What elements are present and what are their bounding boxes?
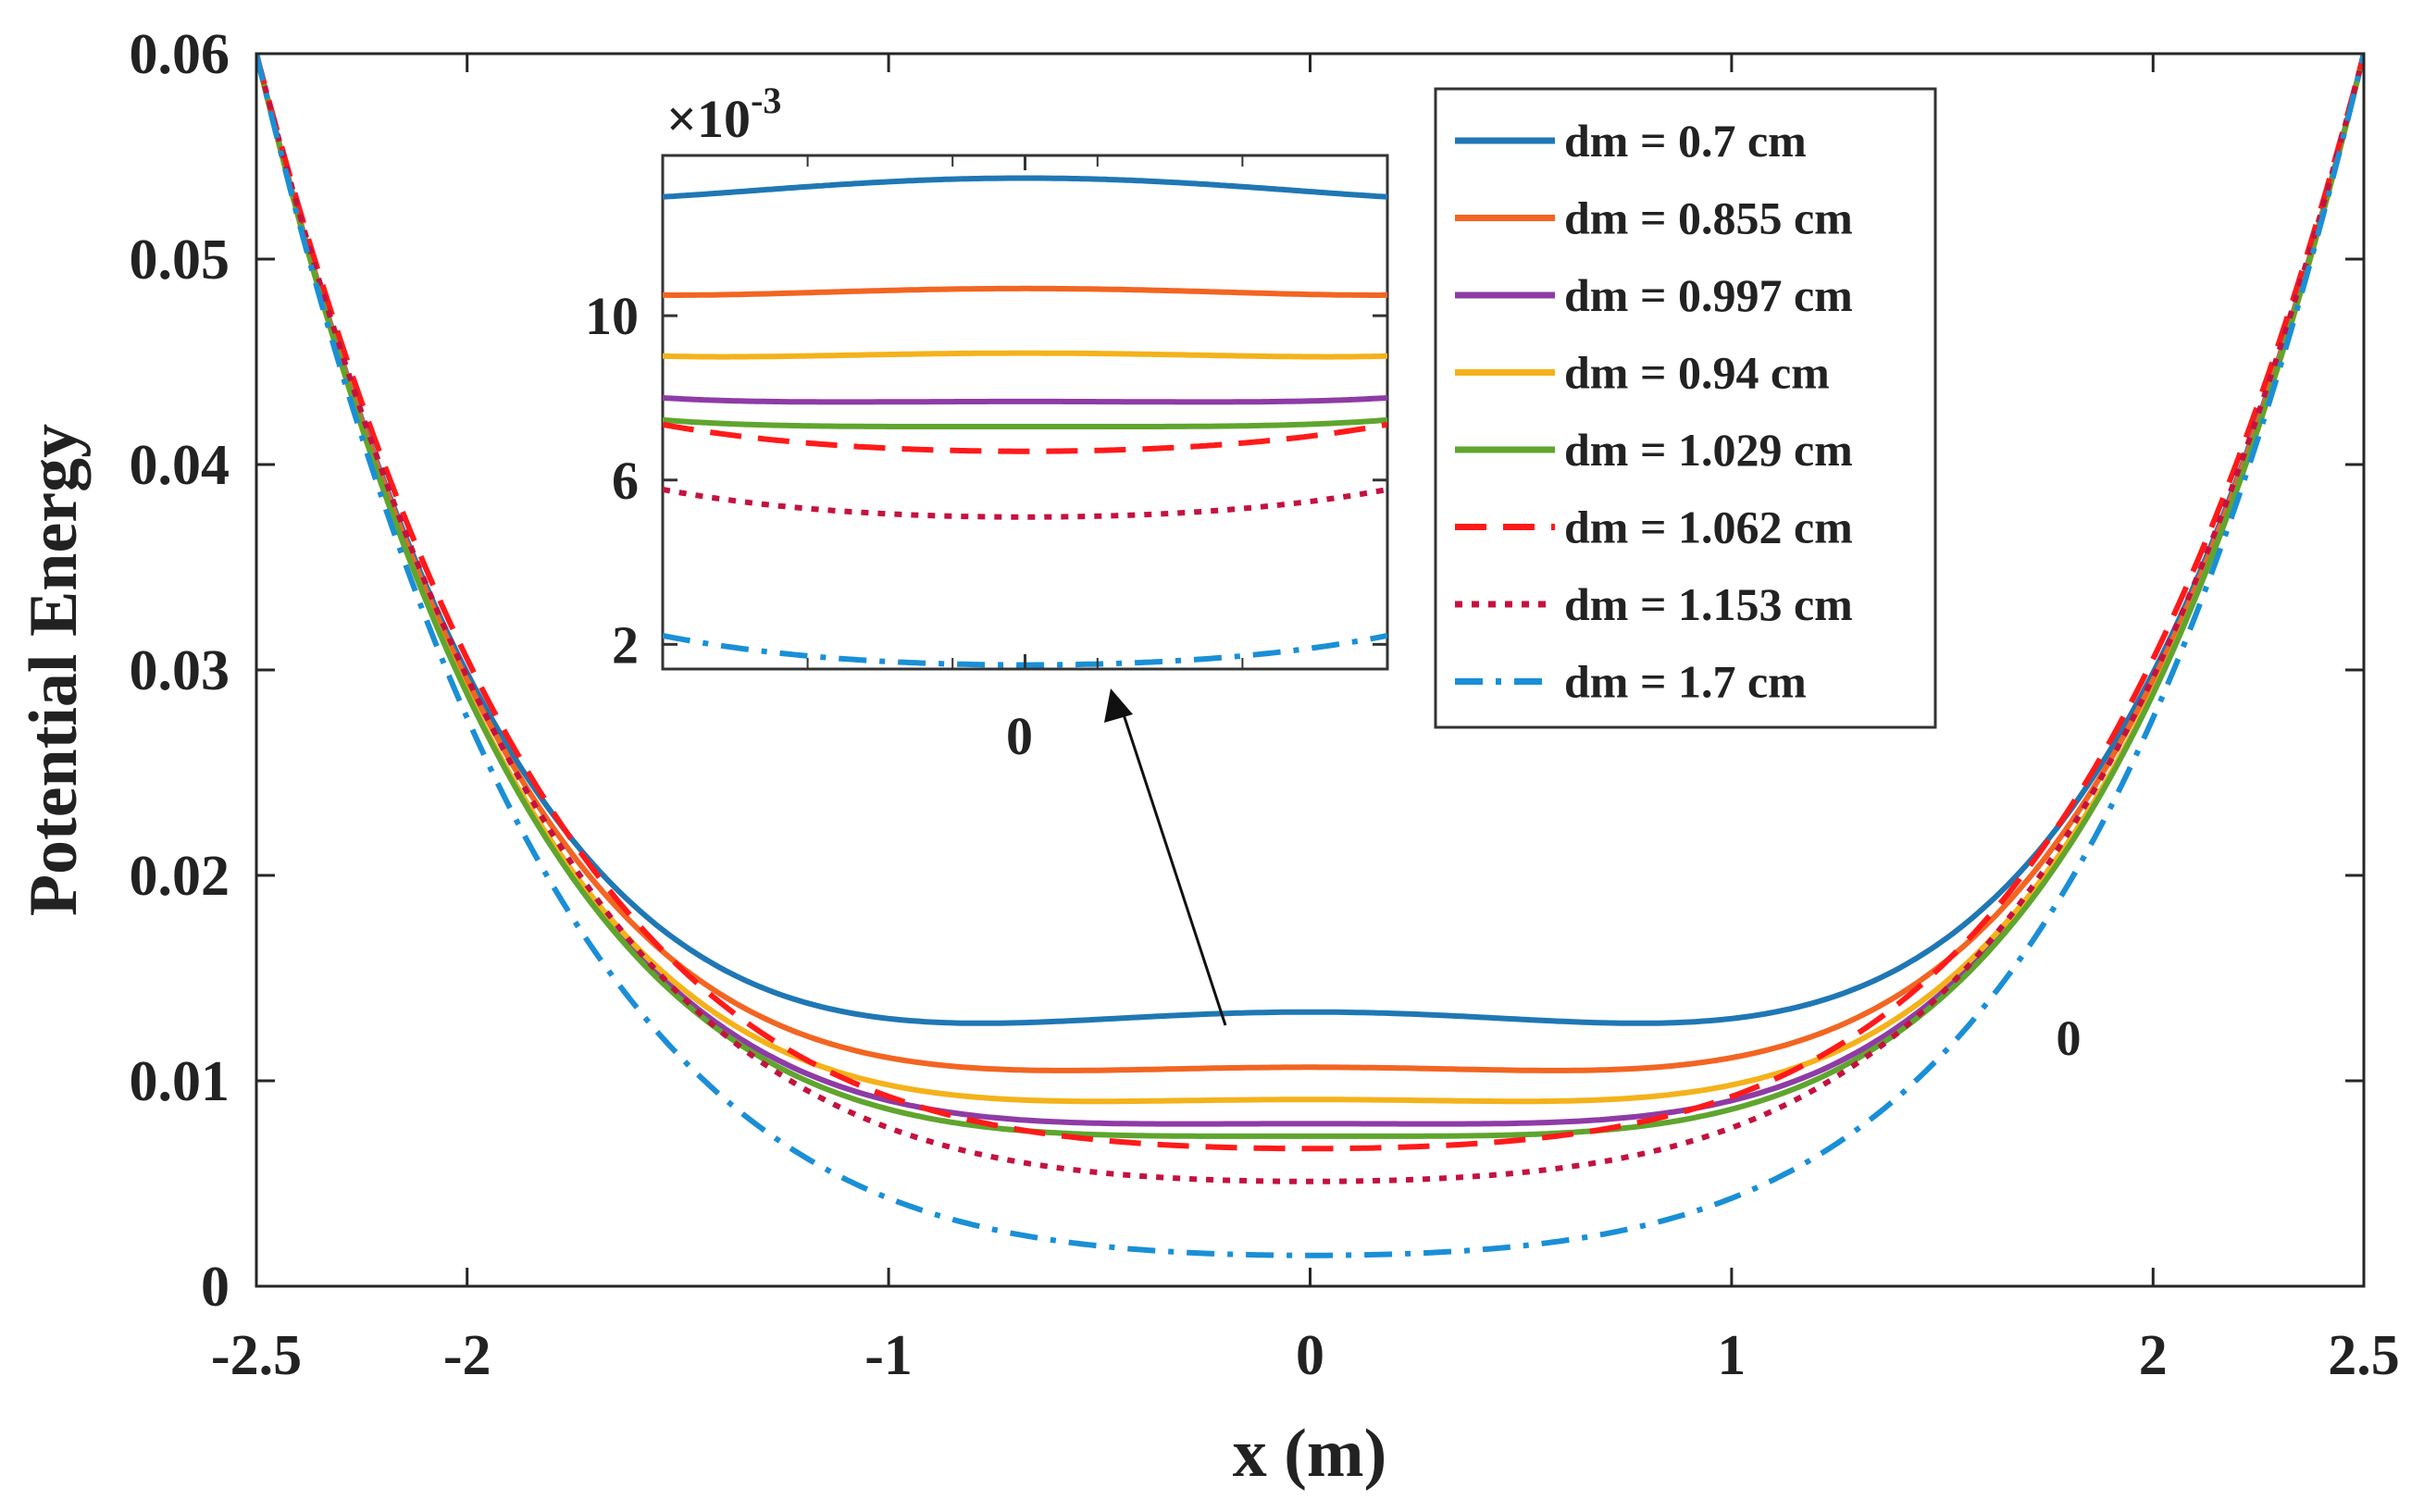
inset-y-tick-label: 6 xyxy=(612,451,639,511)
inset-exponent-base: ×10 xyxy=(666,89,751,149)
legend-label: dm = 0.997 cm xyxy=(1564,269,1853,321)
zoom-arrow-head xyxy=(1104,688,1133,723)
y-tick-label: 0.05 xyxy=(130,229,230,291)
series-line xyxy=(256,54,2364,1026)
inset-y-tick-label: 2 xyxy=(612,614,639,675)
legend-label: dm = 0.7 cm xyxy=(1564,115,1807,167)
series-line xyxy=(256,54,2364,1139)
series-group xyxy=(256,54,2364,1258)
series-line xyxy=(256,54,2364,1258)
y-tick-label: 0.04 xyxy=(130,434,230,497)
legend-label: dm = 1.153 cm xyxy=(1564,578,1853,630)
legend-label: dm = 1.7 cm xyxy=(1564,656,1807,708)
inset-plot: 2 6 10 0 ×10-3 xyxy=(585,80,1389,766)
series-line xyxy=(256,54,2364,1184)
x-tick-label: -2 xyxy=(443,1324,491,1387)
y-tick-label: 0.06 xyxy=(130,23,230,86)
inset-series-line xyxy=(663,416,1387,429)
legend-label: dm = 0.855 cm xyxy=(1564,192,1853,244)
x-axis: -2.5 -2 -1 0 1 2 2.5 xyxy=(211,54,2400,1387)
x-tick-label: -2.5 xyxy=(211,1324,302,1387)
x-axis-title: x (m) xyxy=(1233,1416,1386,1492)
series-line xyxy=(256,54,2364,1073)
legend-label: dm = 0.94 cm xyxy=(1564,347,1830,399)
stray-zero-label: 0 xyxy=(2057,1010,2082,1066)
inset-series-line xyxy=(663,285,1387,298)
x-tick-label: -1 xyxy=(864,1324,913,1387)
inset-exponent-power: -3 xyxy=(751,80,781,121)
inset-exponent: ×10-3 xyxy=(666,80,781,149)
legend-box xyxy=(1434,87,1937,729)
legend-label: dm = 1.029 cm xyxy=(1564,424,1853,476)
inset-x-tick-label: 0 xyxy=(1006,706,1033,766)
y-axis-title: Potential Energy xyxy=(16,424,92,916)
legend-items: dm = 0.7 cm dm = 0.855 cm dm = 0.997 cm dm … xyxy=(1455,115,1853,708)
y-tick-label: 0.01 xyxy=(130,1050,230,1113)
zoom-arrow xyxy=(1104,688,1227,1026)
inset-y-tick-label: 10 xyxy=(585,286,639,346)
y-tick-label: 0.03 xyxy=(130,639,230,702)
legend-label: dm = 1.062 cm xyxy=(1564,502,1853,553)
zoom-arrow-line xyxy=(1118,702,1227,1026)
x-tick-label: 2.5 xyxy=(2328,1324,2400,1387)
x-tick-label: 0 xyxy=(1296,1324,1324,1387)
legend: dm = 0.7 cm dm = 0.855 cm dm = 0.997 cm dm … xyxy=(1434,87,1937,729)
inset-frame xyxy=(661,154,1389,671)
inset-series-line xyxy=(663,175,1387,200)
inset-axes: 2 6 10 0 xyxy=(585,155,1387,766)
y-tick-label: 0 xyxy=(201,1256,230,1319)
x-tick-label: 1 xyxy=(1717,1324,1746,1387)
series-line xyxy=(256,54,2364,1152)
inset-series-line xyxy=(663,350,1387,360)
inset-series-line xyxy=(663,421,1387,454)
y-axis: 0 0.01 0.02 0.03 0.04 0.05 0.06 xyxy=(130,23,2364,1319)
inset-series-group xyxy=(663,175,1387,668)
inset-series-line xyxy=(663,395,1387,405)
x-tick-label: 2 xyxy=(2139,1324,2168,1387)
inset-series-line xyxy=(663,487,1387,520)
y-tick-label: 0.02 xyxy=(130,845,230,908)
